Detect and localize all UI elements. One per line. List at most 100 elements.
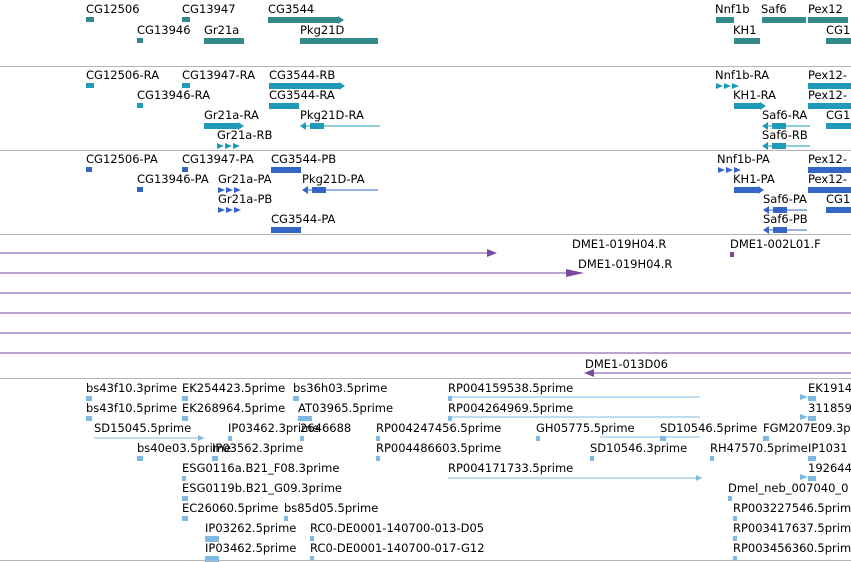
- feature-glyph[interactable]: [300, 436, 304, 441]
- feature-glyph[interactable]: [826, 123, 851, 129]
- feature-label[interactable]: Saf6: [761, 2, 787, 16]
- feature-glyph[interactable]: [182, 167, 188, 172]
- feature-label[interactable]: RC0-DE0001-140700-017-G12: [310, 541, 485, 555]
- feature-glyph[interactable]: [710, 456, 714, 461]
- feature-label[interactable]: CG3544: [268, 2, 315, 16]
- feature-glyph[interactable]: [808, 17, 848, 23]
- feature-label[interactable]: Pex12: [808, 2, 843, 16]
- feature-label[interactable]: AT03965.5prime: [298, 401, 394, 415]
- feature-glyph[interactable]: [808, 476, 816, 481]
- feature-glyph[interactable]: [728, 496, 732, 501]
- feature-glyph[interactable]: [734, 103, 760, 109]
- feature-glyph[interactable]: [762, 17, 806, 23]
- feature-glyph[interactable]: [204, 38, 244, 44]
- feature-label[interactable]: Pkg21D-RA: [300, 108, 364, 122]
- feature-label[interactable]: bs40e03.5prime: [137, 441, 232, 455]
- feature-label[interactable]: SD15045.5prime: [94, 421, 192, 435]
- feature-glyph[interactable]: [773, 227, 787, 233]
- feature-label[interactable]: Nnf1b-RA: [715, 68, 770, 82]
- feature-label[interactable]: RP003227546.5prime: [733, 501, 851, 515]
- feature-label[interactable]: 311859: [808, 401, 851, 415]
- feature-glyph[interactable]: [808, 416, 816, 421]
- feature-glyph[interactable]: [808, 187, 851, 193]
- feature-label[interactable]: KH1-PA: [733, 172, 775, 186]
- feature-label[interactable]: RP004159538.5prime: [448, 381, 574, 395]
- feature-label[interactable]: Dmel_neb_007040_0: [728, 481, 849, 495]
- feature-label[interactable]: Gr21a-PB: [218, 192, 273, 206]
- feature-label[interactable]: DME1-013D06: [585, 357, 668, 371]
- feature-label[interactable]: KH1: [733, 23, 757, 37]
- feature-glyph[interactable]: [182, 83, 190, 88]
- feature-label[interactable]: EC26060.5prime: [182, 501, 279, 515]
- feature-glyph[interactable]: [268, 17, 338, 23]
- feature-label[interactable]: Nnf1b-PA: [717, 152, 770, 166]
- feature-glyph[interactable]: [271, 227, 301, 233]
- feature-label[interactable]: bs85d05.5prime: [284, 501, 379, 515]
- feature-glyph[interactable]: [733, 536, 737, 541]
- feature-glyph[interactable]: [86, 83, 94, 88]
- feature-glyph[interactable]: [312, 187, 326, 193]
- feature-glyph[interactable]: [734, 38, 760, 44]
- feature-glyph[interactable]: [300, 38, 378, 44]
- feature-label[interactable]: DME1-019H04.R: [572, 237, 667, 251]
- feature-label[interactable]: Gr21a: [204, 23, 240, 37]
- feature-label[interactable]: Gr21a-RB: [217, 128, 273, 142]
- feature-glyph[interactable]: [310, 556, 314, 561]
- feature-glyph[interactable]: [590, 456, 594, 461]
- feature-glyph[interactable]: [86, 167, 92, 172]
- feature-glyph[interactable]: [137, 456, 143, 461]
- feature-label[interactable]: bs43f10.5prime: [86, 401, 178, 415]
- feature-glyph[interactable]: [733, 516, 737, 521]
- feature-glyph[interactable]: [182, 476, 186, 481]
- feature-label[interactable]: Pex12-: [808, 152, 847, 166]
- feature-label[interactable]: Pex12-: [808, 172, 847, 186]
- feature-label[interactable]: RC0-DE0001-140700-013-D05: [310, 521, 485, 535]
- feature-glyph[interactable]: [205, 536, 219, 542]
- feature-glyph[interactable]: [772, 123, 786, 129]
- feature-glyph[interactable]: [376, 456, 380, 461]
- feature-label[interactable]: Saf6-RB: [762, 128, 808, 142]
- feature-label[interactable]: Saf6-RA: [762, 108, 808, 122]
- feature-glyph[interactable]: [376, 436, 380, 441]
- feature-glyph[interactable]: [137, 103, 143, 108]
- feature-label[interactable]: EK268964.5prime: [182, 401, 286, 415]
- feature-glyph[interactable]: [808, 83, 851, 89]
- feature-label[interactable]: Nnf1b: [715, 2, 750, 16]
- feature-glyph[interactable]: [808, 167, 851, 173]
- feature-label[interactable]: SD10546.5prime: [660, 421, 758, 435]
- feature-label[interactable]: IP1031: [808, 441, 848, 455]
- feature-label[interactable]: ESG0116a.B21_F08.3prime: [182, 461, 340, 475]
- feature-label[interactable]: IP03262.5prime: [205, 521, 297, 535]
- feature-label[interactable]: Pex12-: [808, 88, 847, 102]
- feature-label[interactable]: KH1-RA: [733, 88, 777, 102]
- feature-glyph[interactable]: [298, 416, 312, 421]
- feature-label[interactable]: CG13947-RA: [182, 68, 256, 82]
- feature-label[interactable]: RH47570.5prime: [710, 441, 808, 455]
- feature-label[interactable]: Gr21a-RA: [204, 108, 259, 122]
- feature-glyph[interactable]: [826, 38, 851, 44]
- feature-glyph[interactable]: [182, 396, 188, 401]
- feature-glyph[interactable]: [310, 123, 324, 129]
- feature-glyph[interactable]: [182, 496, 188, 501]
- feature-label[interactable]: IP03462.5prime: [205, 541, 297, 555]
- feature-label[interactable]: CG12506: [86, 2, 140, 16]
- feature-label[interactable]: DME1-002L01.F: [730, 237, 821, 251]
- feature-label[interactable]: CG13947: [182, 2, 236, 16]
- feature-glyph[interactable]: [448, 396, 452, 401]
- feature-glyph[interactable]: [137, 187, 143, 192]
- feature-glyph[interactable]: [536, 436, 540, 441]
- feature-glyph[interactable]: [182, 516, 188, 521]
- feature-label[interactable]: Gr21a-PA: [218, 172, 272, 186]
- feature-label[interactable]: GH05775.5prime: [536, 421, 635, 435]
- feature-label[interactable]: RP004247456.5prime: [376, 421, 502, 435]
- feature-label[interactable]: IP03462.3prime: [228, 421, 320, 435]
- feature-label[interactable]: CG12506-PA: [86, 152, 158, 166]
- feature-glyph[interactable]: [284, 516, 288, 521]
- feature-glyph[interactable]: [182, 17, 190, 22]
- feature-label[interactable]: RP003456360.5prime: [733, 541, 851, 555]
- feature-label[interactable]: 2646688: [300, 421, 352, 435]
- feature-label[interactable]: Pkg21D: [300, 23, 345, 37]
- feature-glyph[interactable]: [808, 103, 851, 109]
- feature-label[interactable]: DME1-019H04.R: [578, 257, 673, 271]
- feature-label[interactable]: CG3544-RA: [269, 88, 335, 102]
